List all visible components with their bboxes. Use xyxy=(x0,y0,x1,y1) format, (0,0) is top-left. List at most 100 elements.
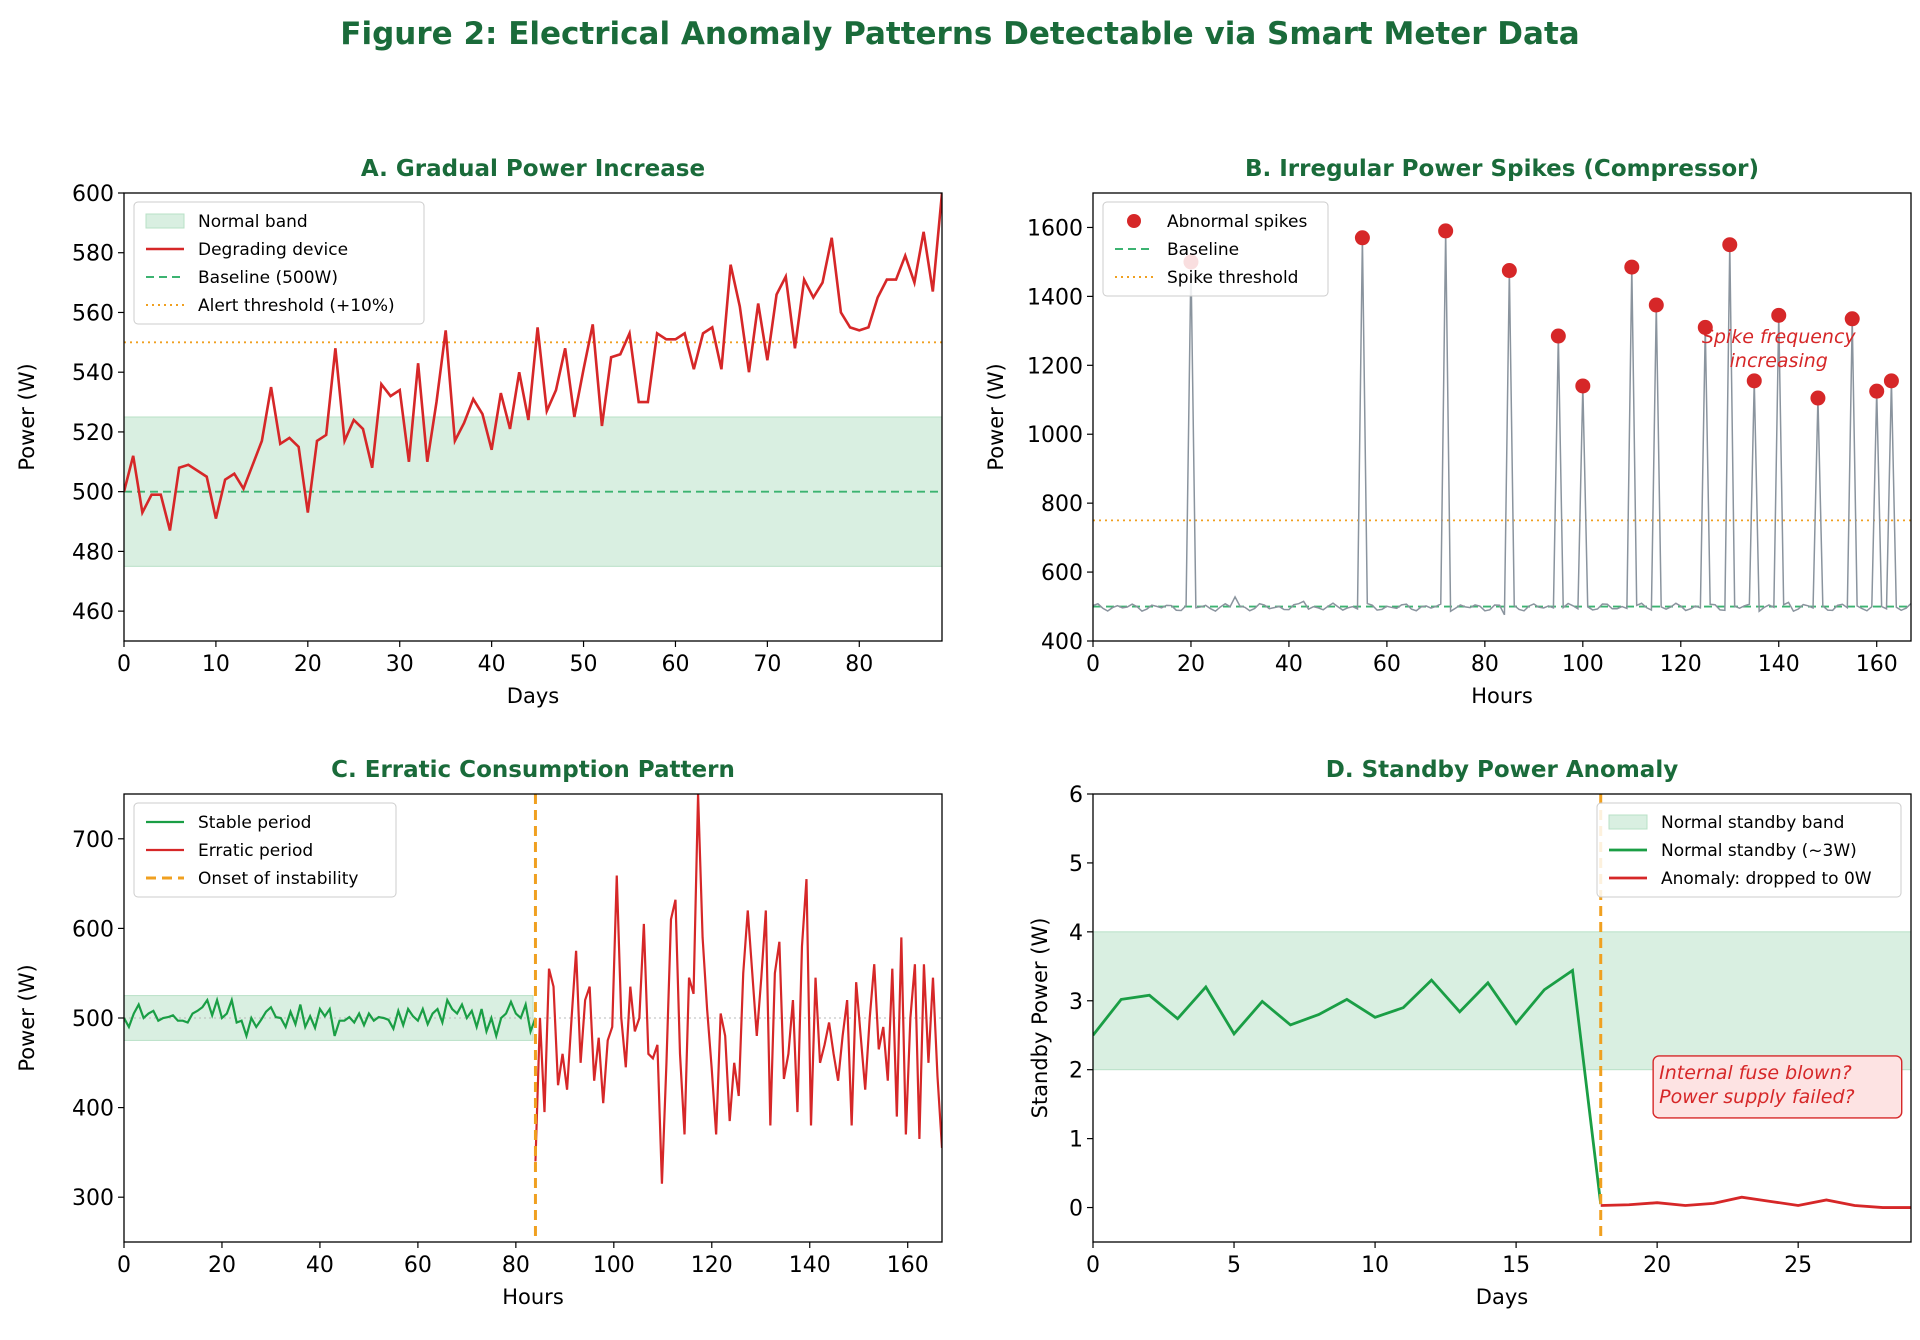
legend: Stable period Erratic period Onset of inst… xyxy=(133,802,397,898)
spike-point xyxy=(1746,373,1762,389)
x-tick-label: 5 xyxy=(1227,1253,1241,1278)
legend-swatch xyxy=(1608,814,1648,830)
y-tick-label: 800 xyxy=(1041,492,1083,517)
y-axis-label: Standby Power (W) xyxy=(1028,918,1052,1119)
panel-title: A. Gradual Power Increase xyxy=(361,156,705,182)
x-axis-label: Days xyxy=(1476,1285,1528,1309)
spike-point xyxy=(1438,223,1454,239)
legend-frame xyxy=(1596,802,1902,898)
y-tick-label: 600 xyxy=(72,917,114,942)
panels: 0 10 20 30 40 50 60 70 8046048050052054056058060… xyxy=(15,156,1912,1309)
y-tick-label: 6 xyxy=(1069,783,1083,808)
y-tick-label: 1000 xyxy=(1027,423,1083,448)
x-tick-label: 40 xyxy=(1275,652,1303,677)
y-tick-label: 520 xyxy=(72,421,114,446)
legend-label: Anomaly: dropped to 0W xyxy=(1661,869,1872,889)
spike-point xyxy=(1810,390,1826,406)
normal-series xyxy=(1093,967,1603,1205)
x-tick-label: 60 xyxy=(661,652,689,677)
legend-swatch xyxy=(1127,214,1141,228)
spike-point xyxy=(1697,319,1713,335)
figure-title: Figure 2: Electrical Anomaly Patterns De… xyxy=(340,16,1579,52)
y-tick-label: 500 xyxy=(72,481,114,506)
y-tick-label: 600 xyxy=(1041,561,1083,586)
legend-label: Baseline xyxy=(1167,240,1239,260)
x-tick-label: 80 xyxy=(845,652,873,677)
panel-c: 0 20 40 60 80 100 120 140 160 300 400 500 600 700 Hour… xyxy=(15,757,943,1309)
x-tick-label: 20 xyxy=(1643,1253,1671,1278)
annotation-frame xyxy=(1652,1055,1903,1119)
legend-frame xyxy=(133,201,425,325)
spike-point xyxy=(1844,311,1860,327)
plot-area-a xyxy=(124,193,942,567)
y-tick-label: 600 xyxy=(72,182,114,207)
x-tick-label: 30 xyxy=(386,652,414,677)
legend-frame xyxy=(133,802,397,898)
legend-label: Normal band xyxy=(198,212,308,232)
degrading-series xyxy=(124,193,942,531)
panel-a: 0 10 20 30 40 50 60 70 80 460 480 500 520 540 560 580 60… xyxy=(15,156,943,708)
x-tick-label: 140 xyxy=(1758,652,1800,677)
spike-point xyxy=(1771,307,1787,323)
spike-point xyxy=(1624,259,1640,275)
panel-title: B. Irregular Power Spikes (Compressor) xyxy=(1245,156,1759,182)
axes-frame xyxy=(1092,192,1912,642)
x-tick-label: 80 xyxy=(502,1253,530,1278)
x-tick-label: 25 xyxy=(1784,1253,1812,1278)
legend: Abnormal spikes Baseline Spike threshold xyxy=(1102,201,1329,297)
y-tick-label: 5 xyxy=(1069,852,1083,877)
spike-point xyxy=(1883,373,1899,389)
spike-point xyxy=(1648,297,1664,313)
legend-label: Onset of instability xyxy=(198,869,358,889)
y-tick-label: 460 xyxy=(72,600,114,625)
x-tick-label: 80 xyxy=(1471,652,1499,677)
legend-frame xyxy=(1102,201,1329,297)
annotation-line-1: Internal fuse blown? xyxy=(1659,1062,1852,1084)
x-tick-label: 10 xyxy=(1361,1253,1389,1278)
stable-series xyxy=(124,996,537,1041)
x-axis-label: Hours xyxy=(502,1285,564,1309)
y-tick-label: 560 xyxy=(72,301,114,326)
erratic-series xyxy=(534,794,942,1184)
x-tick-label: 40 xyxy=(478,652,506,677)
x-axis-label: Days xyxy=(507,684,559,708)
legend-swatch xyxy=(145,213,185,229)
y-tick-label: 1600 xyxy=(1027,216,1083,241)
x-tick-label: 20 xyxy=(294,652,322,677)
y-axis-label: Power (W) xyxy=(984,363,1008,470)
x-tick-label: 70 xyxy=(753,652,781,677)
y-tick-label: 1 xyxy=(1069,1128,1083,1153)
legend-label: Alert threshold (+10%) xyxy=(198,296,395,316)
plot-area-d xyxy=(1093,794,1911,1242)
y-tick-label: 500 xyxy=(72,1007,114,1032)
power-trace xyxy=(1093,230,1911,616)
x-tick-label: 160 xyxy=(1856,652,1898,677)
plot-area-c xyxy=(124,794,942,1242)
y-tick-label: 400 xyxy=(72,1097,114,1122)
y-axis-label: Power (W) xyxy=(15,964,39,1071)
y-axis-label: Power (W) xyxy=(15,363,39,470)
axes-frame xyxy=(1092,793,1912,1243)
x-tick-label: 120 xyxy=(691,1253,733,1278)
legend-label: Normal standby band xyxy=(1661,813,1844,833)
panel-d: Internal fuse blown?Power supply failed?… xyxy=(1028,757,1912,1309)
y-tick-label: 0 xyxy=(1069,1197,1083,1222)
y-tick-label: 480 xyxy=(72,540,114,565)
spike-point xyxy=(1575,378,1591,394)
x-tick-label: 0 xyxy=(1086,1253,1100,1278)
annotation-line-2: increasing xyxy=(1730,350,1828,372)
x-tick-label: 60 xyxy=(404,1253,432,1278)
legend-label: Degrading device xyxy=(198,240,348,260)
x-tick-label: 20 xyxy=(1177,652,1205,677)
x-tick-label: 15 xyxy=(1502,1253,1530,1278)
annotation-line-2: Power supply failed? xyxy=(1659,1086,1855,1108)
spike-point xyxy=(1501,263,1517,279)
x-axis-label: Hours xyxy=(1471,684,1533,708)
legend-label: Baseline (500W) xyxy=(198,268,338,288)
x-tick-label: 60 xyxy=(1373,652,1401,677)
x-tick-label: 0 xyxy=(1086,652,1100,677)
spike-point xyxy=(1354,230,1370,246)
x-tick-label: 100 xyxy=(1562,652,1604,677)
x-tick-label: 10 xyxy=(202,652,230,677)
